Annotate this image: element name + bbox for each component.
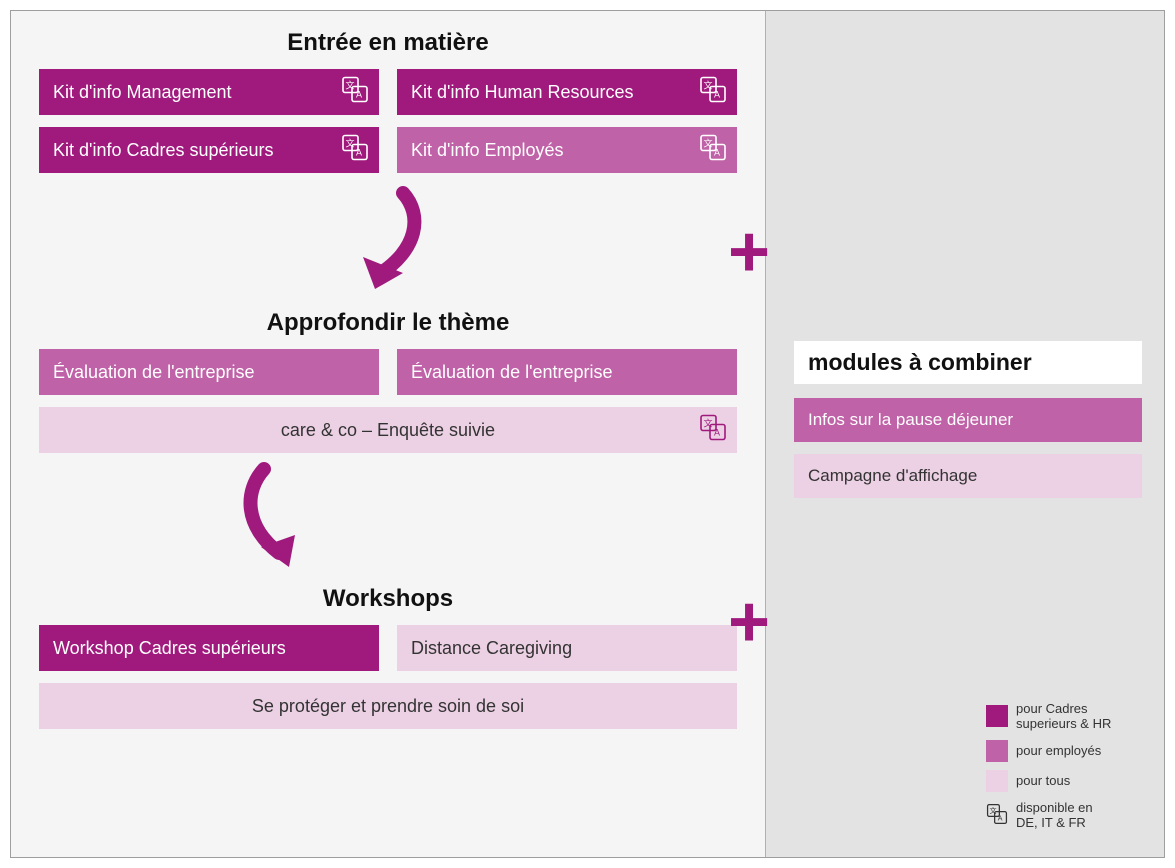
tile-label: Évaluation de l'entreprise xyxy=(53,362,255,383)
translate-icon: 文A xyxy=(341,76,369,109)
legend: pour Cadres superieurs & HR pour employé… xyxy=(986,701,1146,839)
tile-pause-dejeuner[interactable]: Infos sur la pause déjeuner xyxy=(794,398,1142,442)
swatch-dark xyxy=(986,705,1008,727)
combine-title: modules à combiner xyxy=(794,341,1142,384)
svg-text:A: A xyxy=(714,428,720,438)
legend-item-employes: pour employés xyxy=(986,740,1146,762)
section-title-workshops: Workshops xyxy=(39,585,737,613)
translate-icon: 文A xyxy=(699,414,727,447)
legend-item-lang: 文A disponible en DE, IT & FR xyxy=(986,800,1146,831)
arrow-down-icon xyxy=(323,185,453,305)
tile-workshop-cadres[interactable]: Workshop Cadres supérieurs xyxy=(39,625,379,671)
section-title-intro: Entrée en matière xyxy=(39,29,737,57)
tile-kit-management[interactable]: Kit d'info Management 文A xyxy=(39,69,379,115)
legend-item-cadres: pour Cadres superieurs & HR xyxy=(986,701,1146,732)
tile-label: care & co – Enquête suivie xyxy=(281,420,495,441)
svg-text:文: 文 xyxy=(345,80,354,91)
svg-text:文: 文 xyxy=(703,138,712,149)
tile-label: Distance Caregiving xyxy=(411,638,572,659)
svg-text:文: 文 xyxy=(345,138,354,149)
tile-label: Kit d'info Employés xyxy=(411,140,564,161)
tile-kit-hr[interactable]: Kit d'info Human Resources 文A xyxy=(397,69,737,115)
tile-distance-caregiving[interactable]: Distance Caregiving xyxy=(397,625,737,671)
svg-text:A: A xyxy=(714,148,720,158)
translate-icon: 文A xyxy=(699,76,727,109)
workshops-row: Workshop Cadres supérieurs Distance Care… xyxy=(39,625,737,671)
svg-text:文: 文 xyxy=(990,806,997,815)
tile-label: Campagne d'affichage xyxy=(808,466,977,486)
tile-label: Kit d'info Human Resources xyxy=(411,82,634,103)
section-workshops: Workshops Workshop Cadres supérieurs Dis… xyxy=(39,585,737,729)
tile-proteger[interactable]: Se protéger et prendre soin de soi xyxy=(39,683,737,729)
legend-item-tous: pour tous xyxy=(986,770,1146,792)
svg-text:文: 文 xyxy=(703,418,712,429)
tile-careco[interactable]: care & co – Enquête suivie 文A xyxy=(39,407,737,453)
tile-eval-1[interactable]: Évaluation de l'entreprise xyxy=(39,349,379,395)
deepen-row: Évaluation de l'entreprise Évaluation de… xyxy=(39,349,737,395)
tile-label: Infos sur la pause déjeuner xyxy=(808,410,1013,430)
svg-text:A: A xyxy=(356,90,362,100)
tile-label: Se protéger et prendre soin de soi xyxy=(252,696,524,717)
diagram-container: Entrée en matière Kit d'info Management … xyxy=(10,10,1165,858)
right-panel: + + modules à combiner Infos sur la paus… xyxy=(766,11,1164,857)
tile-label: Évaluation de l'entreprise xyxy=(411,362,613,383)
tile-kit-employes[interactable]: Kit d'info Employés 文A xyxy=(397,127,737,173)
svg-text:A: A xyxy=(714,90,720,100)
svg-text:文: 文 xyxy=(703,80,712,91)
svg-text:A: A xyxy=(356,148,362,158)
tile-label: Kit d'info Management xyxy=(53,82,232,103)
swatch-mid xyxy=(986,740,1008,762)
svg-text:A: A xyxy=(998,815,1003,822)
combine-block: modules à combiner Infos sur la pause dé… xyxy=(766,341,1164,510)
section-title-deepen: Approfondir le thème xyxy=(39,309,737,337)
left-panel: Entrée en matière Kit d'info Management … xyxy=(11,11,766,857)
intro-row-2: Kit d'info Cadres supérieurs 文A Kit d'in… xyxy=(39,127,737,173)
translate-icon: 文A xyxy=(986,803,1008,828)
plus-icon: + xyxy=(728,216,770,288)
tile-campagne[interactable]: Campagne d'affichage xyxy=(794,454,1142,498)
swatch-light xyxy=(986,770,1008,792)
legend-lang-text: disponible en DE, IT & FR xyxy=(1016,800,1093,831)
tile-eval-2[interactable]: Évaluation de l'entreprise xyxy=(397,349,737,395)
section-intro: Entrée en matière Kit d'info Management … xyxy=(39,29,737,173)
translate-icon: 文A xyxy=(699,134,727,167)
translate-icon: 文A xyxy=(341,134,369,167)
tile-label: Workshop Cadres supérieurs xyxy=(53,638,286,659)
arrow-down-icon xyxy=(209,461,339,581)
tile-kit-cadres[interactable]: Kit d'info Cadres supérieurs 文A xyxy=(39,127,379,173)
intro-row-1: Kit d'info Management 文A Kit d'info Huma… xyxy=(39,69,737,115)
plus-icon: + xyxy=(728,586,770,658)
section-deepen: Approfondir le thème Évaluation de l'ent… xyxy=(39,309,737,453)
tile-label: Kit d'info Cadres supérieurs xyxy=(53,140,274,161)
